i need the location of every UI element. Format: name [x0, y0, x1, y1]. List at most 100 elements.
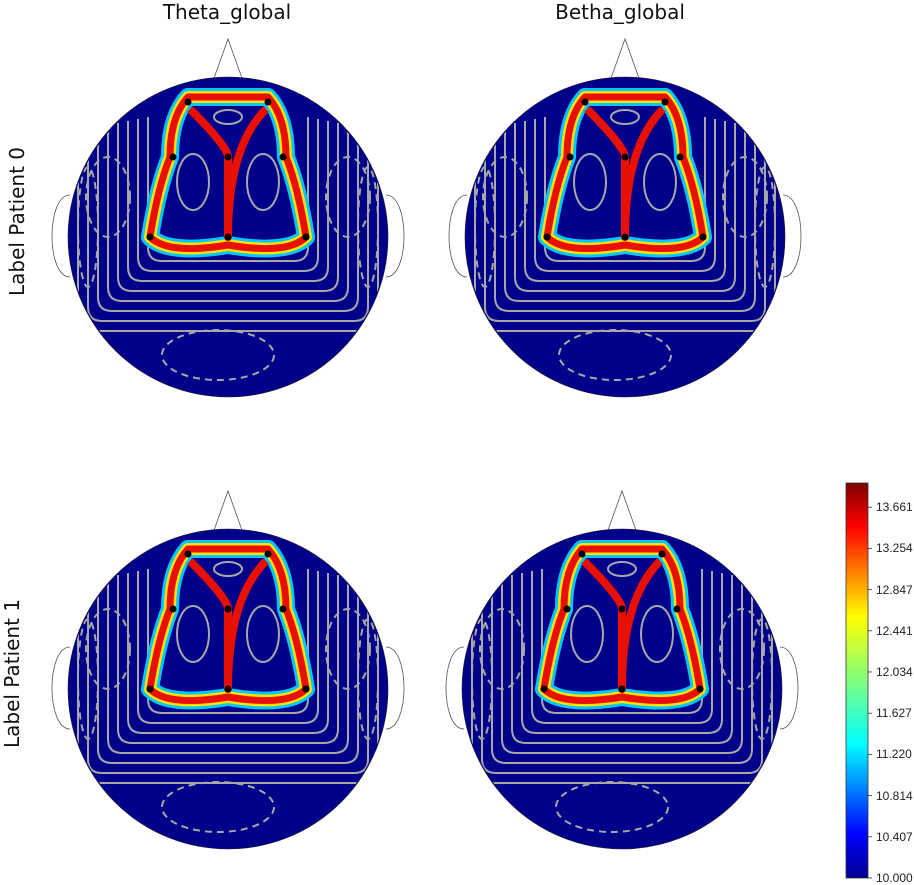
contour-line — [481, 581, 763, 774]
contour-dashed — [471, 618, 493, 740]
contour-line — [643, 153, 677, 211]
nose — [212, 37, 244, 82]
left-ear — [51, 194, 71, 278]
field-ridge — [187, 558, 269, 693]
contour-line — [544, 117, 706, 262]
contour-line — [570, 605, 604, 663]
column-title-theta: Theta_global — [162, 0, 292, 24]
contour-line — [97, 127, 359, 312]
electrode-dot — [621, 153, 629, 161]
contour-line — [494, 127, 756, 312]
electrode-dot — [279, 605, 287, 613]
contour-dashed — [77, 166, 99, 288]
electrode-dot — [169, 153, 177, 161]
contour-line — [176, 153, 210, 211]
electrode-dot — [224, 153, 232, 161]
contour-dashed — [161, 781, 275, 833]
contour-line — [127, 121, 329, 282]
topomap-0 — [51, 37, 405, 398]
contour-dashed — [751, 618, 773, 740]
right-ear — [385, 646, 405, 730]
contour-line — [610, 109, 640, 125]
nose — [609, 37, 641, 82]
contour-line — [534, 119, 716, 272]
electrode-dot — [699, 233, 707, 241]
topomap-1 — [448, 37, 802, 398]
contour-dashed — [474, 166, 496, 288]
contour-line — [107, 577, 349, 754]
electrode-dot — [661, 98, 669, 106]
left-ear — [445, 646, 465, 730]
contour-dashed — [357, 618, 379, 740]
nose — [606, 489, 638, 534]
contour-line — [213, 561, 243, 577]
electrode-dot — [224, 233, 232, 241]
contour-line — [246, 605, 280, 663]
contour-line — [87, 129, 369, 322]
electrode-dot — [673, 605, 681, 613]
topomap-2 — [51, 489, 405, 850]
electrode-dot — [618, 605, 626, 613]
electrode-dot — [279, 153, 287, 161]
contour-line — [97, 579, 359, 764]
contour-dashed — [722, 156, 768, 238]
electrode-dot — [618, 685, 626, 693]
contour-line — [147, 569, 309, 714]
contour-line — [87, 581, 369, 774]
electrode-dot — [621, 233, 629, 241]
column-title-betha: Betha_global — [555, 0, 685, 24]
contour-line — [514, 123, 736, 292]
contour-dashed — [77, 618, 99, 740]
left-ear — [51, 646, 71, 730]
contour-dashed — [479, 608, 525, 690]
contour-line — [213, 109, 243, 125]
colorbar-tick-label: 10.000 — [876, 871, 913, 885]
field-ridge — [581, 558, 663, 693]
colorbar-tick-label: 10.814 — [876, 788, 913, 803]
contour-line — [501, 577, 743, 754]
contour-line — [504, 125, 746, 302]
electrode-dot — [540, 685, 548, 693]
electrode-dot — [146, 233, 154, 241]
contour-dashed — [754, 166, 776, 288]
contour-dashed — [357, 166, 379, 288]
contour-dashed — [555, 781, 669, 833]
contour-dashed — [85, 608, 131, 690]
electrode-dot — [563, 605, 571, 613]
contour-line — [107, 125, 349, 302]
colorbar-tick-label: 12.034 — [876, 664, 913, 679]
contour-line — [511, 575, 733, 744]
contour-line — [246, 153, 280, 211]
electrode-dot — [224, 685, 232, 693]
contour-line — [607, 561, 637, 577]
contour-line — [137, 119, 319, 272]
electrode-dot — [578, 550, 586, 558]
contour-line — [640, 605, 674, 663]
topomap-3 — [445, 489, 799, 850]
contour-dashed — [719, 608, 765, 690]
contour-dashed — [482, 156, 528, 238]
contour-line — [491, 579, 753, 764]
contour-line — [521, 573, 723, 734]
contour-line — [117, 123, 339, 292]
contour-dashed — [161, 329, 275, 381]
contour-line — [127, 573, 329, 734]
colorbar-ticks — [868, 506, 872, 879]
electrode-dot — [676, 153, 684, 161]
electrode-dot — [566, 153, 574, 161]
colorbar-tick-label: 10.407 — [876, 829, 913, 844]
colorbar-tick-label: 11.627 — [876, 706, 912, 721]
electrode-dot — [146, 685, 154, 693]
electrode-dot — [302, 685, 310, 693]
electrode-dot — [184, 98, 192, 106]
right-ear — [385, 194, 405, 278]
electrode-dot — [169, 605, 177, 613]
contour-line — [541, 569, 703, 714]
electrode-dot — [302, 233, 310, 241]
electrode-dot — [224, 605, 232, 613]
electrode-dot — [658, 550, 666, 558]
electrode-dot — [581, 98, 589, 106]
contour-line — [147, 117, 309, 262]
contour-line — [524, 121, 726, 282]
